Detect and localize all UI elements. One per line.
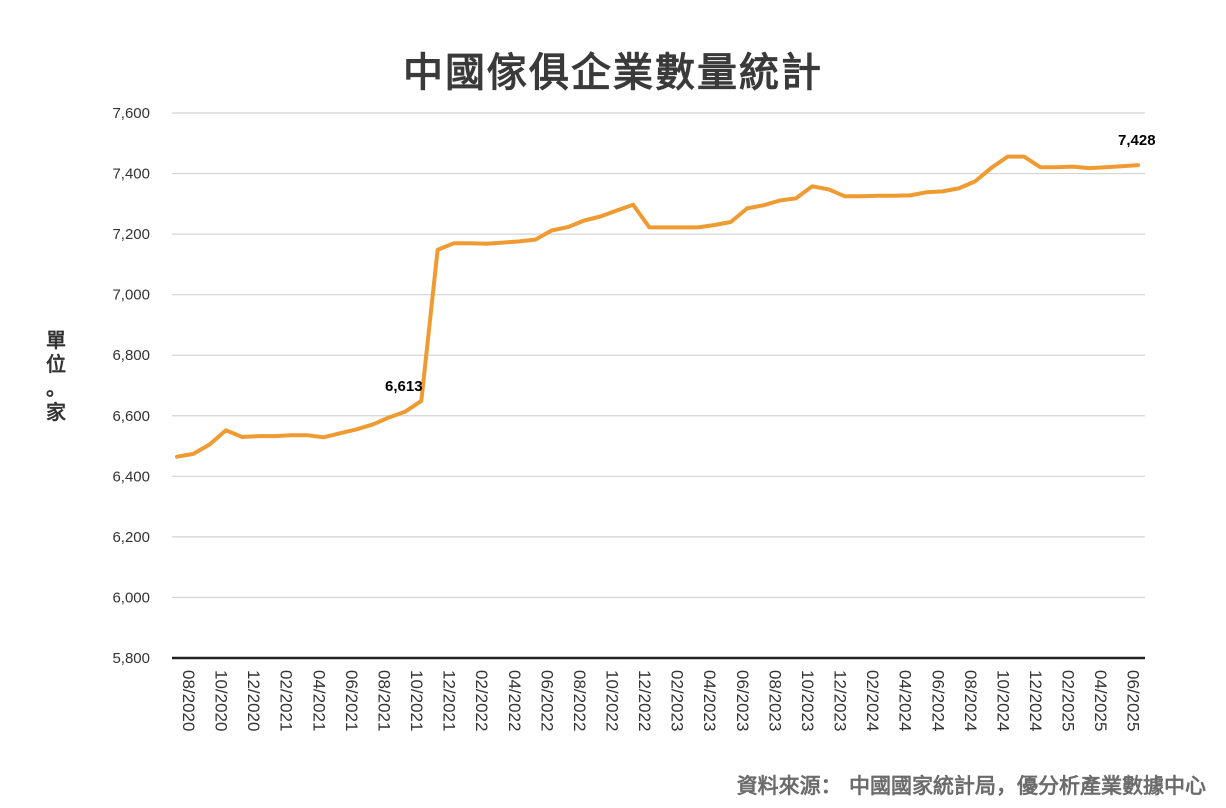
y-axis-label-char: 位	[46, 352, 66, 376]
y-axis-label-char: 。	[46, 376, 66, 400]
y-tick-label: 6,400	[112, 468, 150, 485]
x-tick-label: 02/2021	[277, 670, 296, 731]
x-tick-label: 12/2021	[440, 670, 459, 731]
x-tick-label: 10/2023	[798, 670, 817, 731]
x-tick-label: 06/2024	[928, 670, 947, 731]
grid-lines	[172, 112, 1145, 660]
series-layer	[175, 154, 1140, 459]
x-tick-label: 06/2023	[733, 670, 752, 731]
x-tick-label: 06/2022	[537, 670, 556, 731]
x-tick-label: 02/2025	[1059, 670, 1078, 731]
x-tick-label: 04/2025	[1091, 670, 1110, 731]
y-tick-label: 7,200	[112, 226, 150, 243]
chart-title: 中國傢俱企業數量統計	[403, 50, 823, 96]
source-note: 資料來源： 中國國家統計局，優分析產業數據中心	[736, 774, 1206, 798]
data-label: 6,613	[385, 378, 423, 395]
x-tick-label: 12/2022	[635, 670, 654, 731]
data-label: 7,428	[1118, 132, 1156, 149]
y-tick-label: 7,000	[112, 287, 150, 304]
x-tick-label: 10/2024	[993, 670, 1012, 731]
y-tick-labels: 5,800 6,000 6,200 6,400 6,600 6,800 7,000 7,200…	[112, 105, 150, 667]
x-tick-label: 04/2023	[700, 670, 719, 731]
y-axis-label-char: 單	[46, 328, 66, 352]
y-tick-label: 6,800	[112, 347, 150, 364]
x-tick-label: 12/2024	[1026, 670, 1045, 731]
series-line	[175, 154, 1140, 459]
y-tick-label: 6,200	[112, 529, 150, 546]
y-tick-label: 7,600	[112, 105, 150, 122]
x-tick-label: 04/2021	[309, 670, 328, 731]
x-tick-label: 08/2020	[179, 670, 198, 731]
x-tick-label: 10/2020	[212, 670, 231, 731]
y-tick-label: 5,800	[112, 650, 150, 667]
x-tick-label: 06/2025	[1124, 670, 1143, 731]
x-tick-label: 04/2022	[505, 670, 524, 731]
x-tick-label: 02/2024	[863, 670, 882, 731]
x-tick-label: 06/2021	[342, 670, 361, 731]
y-tick-label: 6,000	[112, 589, 150, 606]
x-tick-label: 08/2021	[374, 670, 393, 731]
x-tick-label: 08/2023	[765, 670, 784, 731]
annotations: 6,613 7,428	[385, 132, 1156, 395]
y-tick-label: 7,400	[112, 166, 150, 183]
x-tick-label: 02/2023	[668, 670, 687, 731]
x-tick-labels: 08/2020 10/2020 12/2020 02/2021 04/2021 06/20…	[179, 670, 1143, 731]
x-tick-label: 08/2022	[570, 670, 589, 731]
x-tick-label: 10/2021	[407, 670, 426, 731]
x-tick-label: 10/2022	[602, 670, 621, 731]
y-axis-label-char: 家	[46, 400, 66, 424]
x-tick-label: 04/2024	[896, 670, 915, 731]
x-tick-label: 12/2020	[244, 670, 263, 731]
y-axis-label: 單 位 。 家	[40, 328, 72, 424]
x-tick-label: 02/2022	[472, 670, 491, 731]
x-tick-label: 12/2023	[831, 670, 850, 731]
y-tick-label: 6,600	[112, 408, 150, 425]
x-tick-label: 08/2024	[961, 670, 980, 731]
